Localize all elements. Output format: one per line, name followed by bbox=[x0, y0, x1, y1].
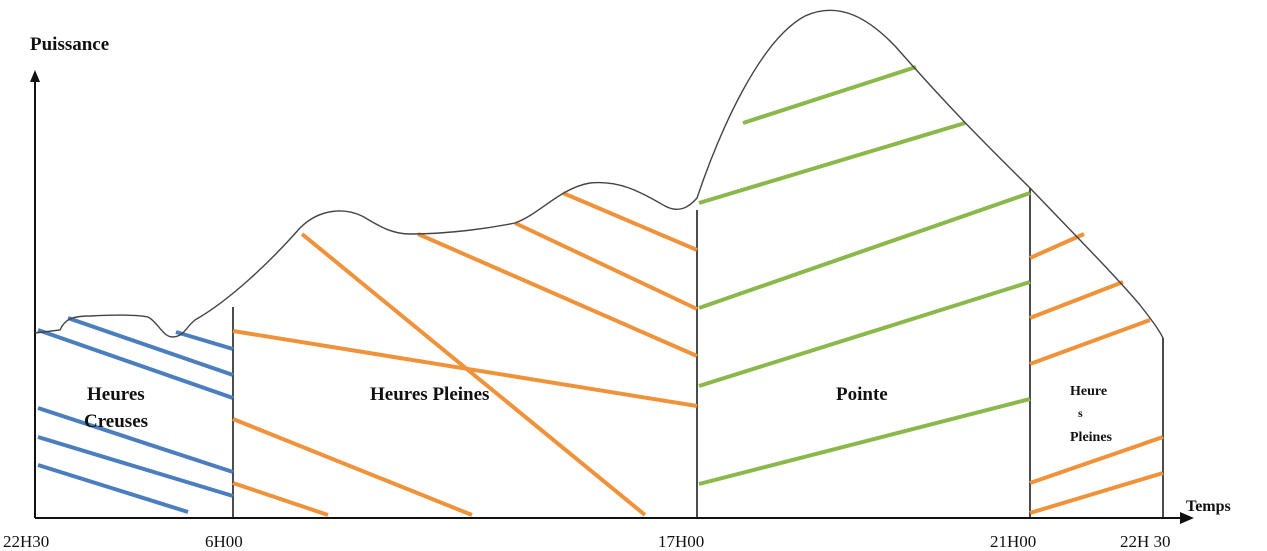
hatch-line bbox=[698, 191, 1031, 310]
hatch-line bbox=[232, 417, 473, 517]
hatch-line bbox=[300, 232, 647, 517]
hatch-creuses bbox=[37, 316, 234, 514]
y-axis-label: Puissance bbox=[30, 34, 109, 55]
hatch-line bbox=[514, 221, 698, 311]
hatch-pleines-2 bbox=[1029, 232, 1164, 515]
hatch-line bbox=[37, 328, 234, 400]
hatch-line bbox=[742, 65, 917, 125]
load-curve bbox=[34, 9, 1164, 339]
label-heures-creuses-line2: Creuses bbox=[84, 411, 148, 432]
label-heures-pleines-2-line2: s bbox=[1078, 406, 1083, 420]
hatch-pointe bbox=[698, 65, 1031, 486]
hatch-line bbox=[562, 191, 698, 252]
hatch-line bbox=[698, 280, 1031, 388]
tick-label: 6H00 bbox=[205, 532, 243, 551]
tick-label: 22H 30 bbox=[1120, 532, 1171, 551]
axes bbox=[30, 70, 1194, 524]
label-pointe: Pointe bbox=[836, 384, 888, 405]
label-heures-pleines: Heures Pleines bbox=[370, 384, 489, 405]
x-tick-labels: 22H30 6H00 17H00 21H00 22H 30 bbox=[3, 532, 1171, 551]
hatch-line bbox=[1029, 280, 1124, 320]
x-axis-label: Temps bbox=[1186, 498, 1231, 515]
hatch-line bbox=[1029, 471, 1164, 515]
y-axis-arrow-icon bbox=[30, 70, 40, 82]
hatch-line bbox=[1029, 435, 1164, 485]
hatch-line bbox=[698, 397, 1031, 486]
hatch-line bbox=[37, 435, 234, 498]
tick-label: 17H00 bbox=[658, 532, 704, 551]
hatch-line bbox=[1029, 232, 1085, 260]
hatch-line bbox=[37, 406, 234, 474]
hatch-line bbox=[232, 329, 698, 408]
tick-label: 22H30 bbox=[3, 532, 49, 551]
hatch-line bbox=[37, 463, 189, 514]
hatch-line bbox=[232, 481, 329, 517]
label-heures-pleines-2-line1: Heure bbox=[1070, 384, 1107, 399]
tick-label: 21H00 bbox=[990, 532, 1036, 551]
hatch-line bbox=[1029, 318, 1151, 366]
period-labels: Heures Creuses Heures Pleines Pointe Heu… bbox=[84, 384, 1113, 445]
hatch-line bbox=[698, 121, 966, 205]
label-heures-creuses-line1: Heures bbox=[87, 384, 145, 405]
period-dividers bbox=[232, 188, 1164, 518]
hatch-line bbox=[67, 316, 234, 377]
label-heures-pleines-2-line3: Pleines bbox=[1070, 430, 1113, 445]
x-axis-arrow-icon bbox=[1180, 512, 1194, 524]
hatch-line bbox=[175, 330, 234, 351]
hatch-line bbox=[417, 232, 698, 358]
hatch-pleines-1 bbox=[232, 191, 698, 517]
